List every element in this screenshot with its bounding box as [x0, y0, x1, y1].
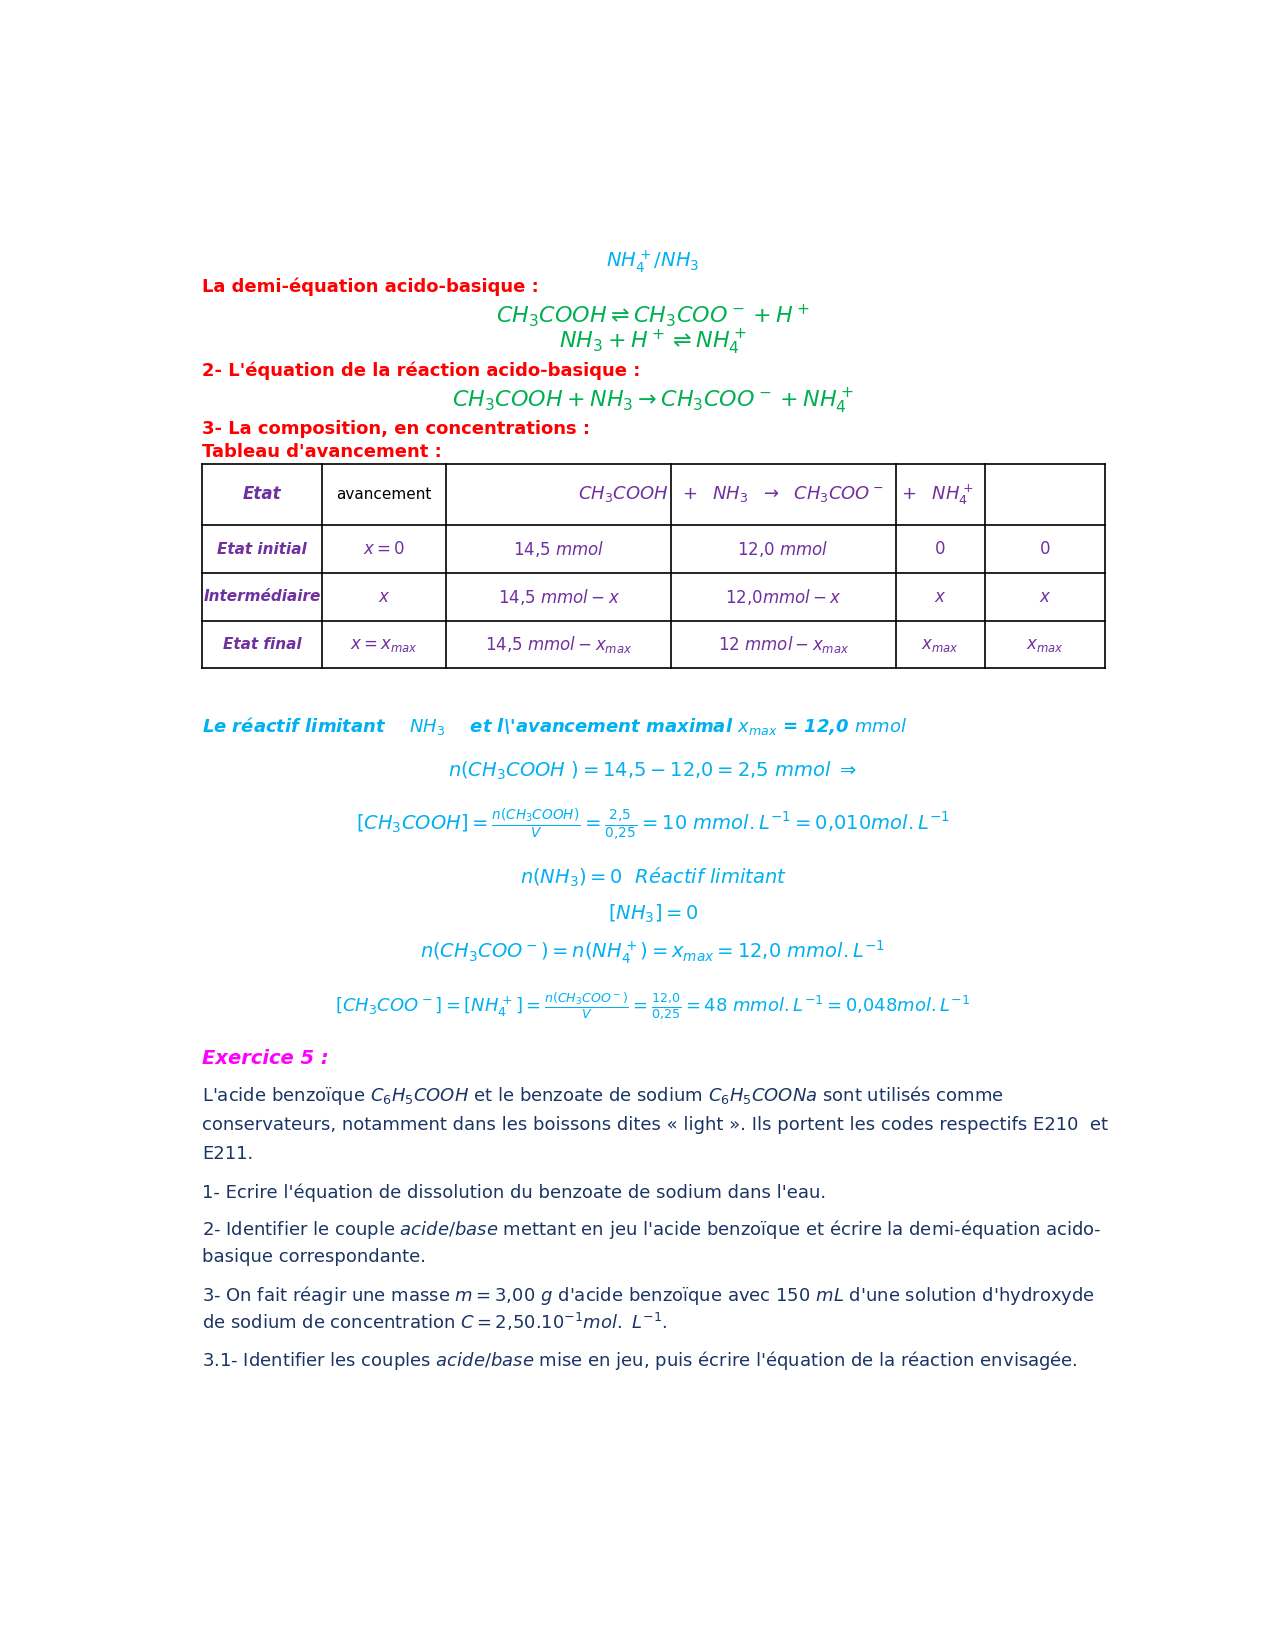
Text: Etat initial: Etat initial: [217, 541, 307, 556]
Text: $[CH_3COO^-] = [NH_4^+] = \frac{n(CH_3COO^-)}{V} = \frac{12{,}0}{0{,}25} = 48\ m: $[CH_3COO^-] = [NH_4^+] = \frac{n(CH_3CO…: [335, 990, 970, 1023]
Text: $12\ mmol - x_{max}$: $12\ mmol - x_{max}$: [718, 634, 849, 655]
Text: conservateurs, notamment dans les boissons dites « light ». Ils portent les code: conservateurs, notamment dans les boisso…: [201, 1115, 1108, 1134]
Text: $x$: $x$: [377, 587, 390, 606]
Text: $12{,}0\ mmol$: $12{,}0\ mmol$: [737, 540, 829, 559]
Text: $NH_4^+/NH_3$: $NH_4^+/NH_3$: [607, 248, 700, 274]
Text: Etat: Etat: [242, 485, 282, 503]
Text: La demi-équation acido-basique :: La demi-équation acido-basique :: [201, 277, 539, 295]
Text: Tableau d'avancement :: Tableau d'avancement :: [201, 444, 441, 460]
Text: $14{,}5\ mmol - x$: $14{,}5\ mmol - x$: [497, 587, 620, 607]
Text: 1- Ecrire l'équation de dissolution du benzoate de sodium dans l'eau.: 1- Ecrire l'équation de dissolution du b…: [201, 1183, 826, 1203]
Text: $CH_3COOH \rightleftharpoons CH_3COO^- + H^+$: $CH_3COOH \rightleftharpoons CH_3COO^- +…: [496, 302, 810, 330]
Text: 2- Identifier le couple $acide/base$ mettant en jeu l'acide benzoïque et écrire : 2- Identifier le couple $acide/base$ met…: [201, 1218, 1102, 1241]
Text: de sodium de concentration $C = 2{,}50.10^{-1}mol.\ L^{-1}$.: de sodium de concentration $C = 2{,}50.1…: [201, 1312, 668, 1333]
Text: $x_{max}$: $x_{max}$: [922, 635, 959, 653]
Text: $CH_3COOH\ \ +\ \ NH_3\ \ \rightarrow\ \ CH_3COO^-\ \ +\ \ NH_4^+$: $CH_3COOH\ \ +\ \ NH_3\ \ \rightarrow\ \…: [578, 482, 973, 507]
Text: $14{,}5\ mmol$: $14{,}5\ mmol$: [513, 540, 604, 559]
Text: E211.: E211.: [201, 1145, 254, 1163]
Text: $n(CH_3COOH\ ) = 14{,}5 - 12{,}0 = 2{,}5\ mmol\ \Rightarrow$: $n(CH_3COOH\ ) = 14{,}5 - 12{,}0 = 2{,}5…: [449, 759, 858, 782]
Text: $0$: $0$: [935, 540, 946, 558]
Text: Etat final: Etat final: [223, 637, 301, 652]
Text: Le réactif limitant    $NH_3$    et l\'avancement maximal $x_{max}$ = 12,0 $mmol: Le réactif limitant $NH_3$ et l\'avancem…: [201, 714, 908, 738]
Text: $x$: $x$: [1039, 587, 1051, 606]
Text: L'acide benzoïque $C_6H_5COOH$ et le benzoate de sodium $C_6H_5COONa$ sont utili: L'acide benzoïque $C_6H_5COOH$ et le ben…: [201, 1084, 1003, 1107]
Text: avancement: avancement: [337, 487, 432, 502]
Text: $CH_3COOH + NH_3 \rightarrow CH_3COO^- + NH_4^+$: $CH_3COOH + NH_3 \rightarrow CH_3COO^- +…: [453, 386, 854, 416]
Text: Exercice 5 :: Exercice 5 :: [201, 1049, 329, 1068]
Text: $NH_3 + H^+ \rightleftharpoons NH_4^+$: $NH_3 + H^+ \rightleftharpoons NH_4^+$: [560, 328, 747, 358]
Text: $[CH_3COOH] = \frac{n(CH_3COOH)}{V} = \frac{2{,}5}{0{,}25} = 10\ mmol.L^{-1} = 0: $[CH_3COOH] = \frac{n(CH_3COOH)}{V} = \f…: [356, 807, 950, 843]
Text: $x$: $x$: [935, 587, 946, 606]
Text: $14{,}5\ mmol - x_{max}$: $14{,}5\ mmol - x_{max}$: [484, 634, 632, 655]
Text: 3.1- Identifier les couples $acide/base$ mise en jeu, puis écrire l'équation de : 3.1- Identifier les couples $acide/base$…: [201, 1350, 1077, 1373]
Text: $12{,}0mmol - x$: $12{,}0mmol - x$: [725, 587, 842, 607]
Text: 3- La composition, en concentrations :: 3- La composition, en concentrations :: [201, 421, 590, 437]
Text: $0$: $0$: [1039, 540, 1051, 558]
Text: Intermédiaire: Intermédiaire: [204, 589, 321, 604]
Text: $n(CH_3COO^-) = n(NH_4^+) = x_{max} = 12{,}0\ mmol.L^{-1}$: $n(CH_3COO^-) = n(NH_4^+) = x_{max} = 12…: [421, 939, 886, 967]
Text: 2- L'équation de la réaction acido-basique :: 2- L'équation de la réaction acido-basiq…: [201, 361, 640, 381]
Text: $x_{max}$: $x_{max}$: [1026, 635, 1063, 653]
Text: 3- On fait réagir une masse $m = 3{,}00\ g$ d'acide benzoïque avec $150\ mL$ d'u: 3- On fait réagir une masse $m = 3{,}00\…: [201, 1284, 1095, 1307]
Text: $[NH_3] = 0$: $[NH_3] = 0$: [608, 903, 699, 926]
Text: basique correspondante.: basique correspondante.: [201, 1247, 426, 1266]
Text: $x = x_{max}$: $x = x_{max}$: [351, 635, 418, 653]
Text: $x = 0$: $x = 0$: [363, 540, 405, 558]
Text: $n(NH_3) = 0\ $ Réactif limitant: $n(NH_3) = 0\ $ Réactif limitant: [520, 866, 787, 889]
